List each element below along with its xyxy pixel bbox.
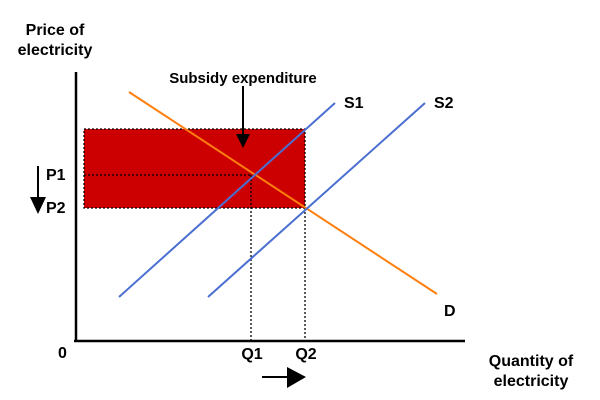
y-axis-label-line2: electricity <box>18 42 93 59</box>
price-decrease-arrowhead <box>30 197 46 214</box>
p2-label: P2 <box>46 200 66 217</box>
s1-label: S1 <box>344 95 364 112</box>
origin-label: 0 <box>58 345 67 362</box>
x-axis-label-line2: electricity <box>494 373 569 390</box>
subsidy-label: Subsidy expenditure <box>169 70 317 87</box>
subsidy-expenditure-area <box>83 128 306 209</box>
y-axis-label-line1: Price of <box>26 22 85 39</box>
supply-curve-s2 <box>207 102 426 298</box>
quantity-increase-arrowhead <box>287 367 306 388</box>
subsidy-pointer-arrowhead <box>236 134 250 148</box>
q1-label: Q1 <box>241 346 262 363</box>
q2-label: Q2 <box>295 346 316 363</box>
p1-label: P1 <box>46 167 66 184</box>
x-axis-label-line1: Quantity of <box>489 353 574 370</box>
demand-curve <box>128 91 438 295</box>
supply-curve-s1 <box>118 102 336 298</box>
s2-label: S2 <box>434 95 454 112</box>
demand-label: D <box>444 303 456 320</box>
